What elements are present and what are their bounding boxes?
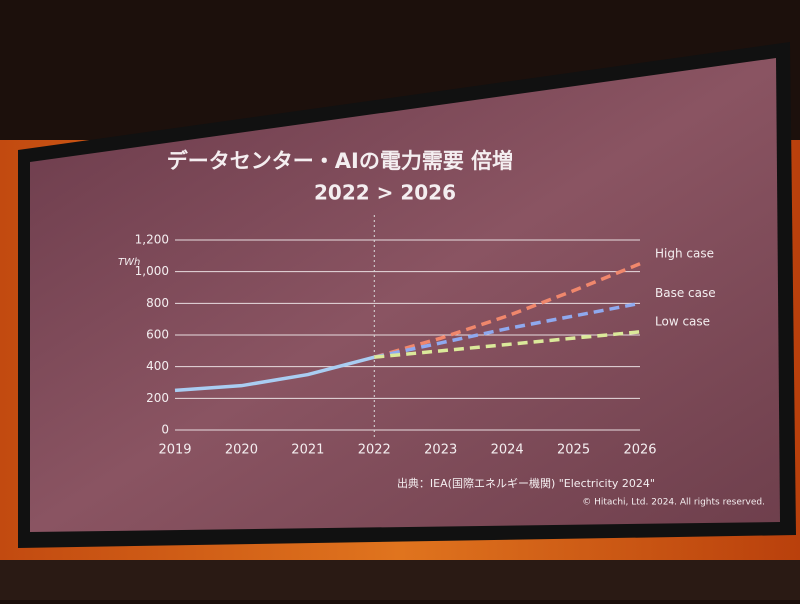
y-tick-label: 0: [161, 423, 169, 437]
legend-label: High case: [655, 246, 714, 260]
chart-subtitle: 2022 > 2026: [314, 181, 456, 205]
series-line: [374, 330, 641, 359]
legend-label: Base case: [655, 286, 716, 300]
y-tick-label: 200: [146, 391, 169, 405]
copyright: © Hitachi, Ltd. 2024. All rights reserve…: [582, 498, 765, 508]
x-tick-label: 2023: [424, 443, 457, 458]
chart-title: データセンター・AIの電力需要 倍増: [167, 149, 513, 173]
y-tick-label: 1,200: [135, 233, 169, 247]
x-tick-label: 2021: [291, 443, 324, 458]
x-tick-label: 2024: [491, 443, 524, 458]
source-note: 出典：IEA(国際エネルギー機関) "Electricity 2024": [397, 476, 655, 490]
series-line: [373, 301, 641, 359]
x-tick-label: 2019: [158, 443, 191, 458]
plot: 0 200 400 600 800 1,000 1,200 2019 2020 2021 2022 2…: [135, 215, 716, 458]
y-tick-label: 400: [146, 359, 169, 373]
floor: [0, 560, 800, 600]
x-tick-label: 2020: [225, 443, 258, 458]
y-tick-label: 600: [146, 328, 169, 342]
y-axis-label: TWh: [118, 257, 140, 268]
y-tick-label: 800: [146, 296, 169, 310]
x-tick-label: 2026: [623, 443, 656, 458]
y-tick-label: 1,000: [135, 264, 169, 278]
series-line: [174, 355, 375, 393]
x-tick-label: 2022: [358, 443, 391, 458]
legend-label: Low case: [655, 314, 710, 328]
screen: [30, 58, 780, 532]
x-tick-label: 2025: [557, 443, 590, 458]
